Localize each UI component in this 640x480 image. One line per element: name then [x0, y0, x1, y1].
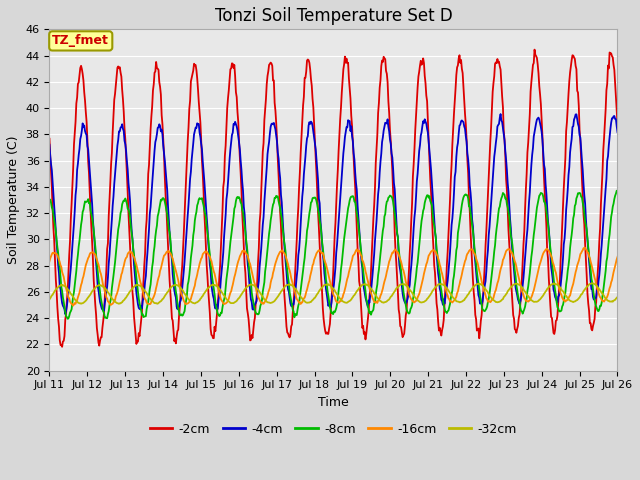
-16cm	[420, 271, 428, 276]
-8cm	[403, 309, 411, 314]
-16cm	[403, 285, 411, 290]
X-axis label: Time: Time	[318, 396, 349, 409]
-4cm	[420, 120, 428, 126]
-2cm	[173, 334, 180, 339]
-4cm	[203, 214, 211, 220]
Line: -16cm: -16cm	[49, 248, 618, 306]
-2cm	[58, 344, 66, 349]
-2cm	[420, 60, 428, 66]
-8cm	[115, 222, 123, 228]
Line: -2cm: -2cm	[49, 49, 618, 347]
-32cm	[115, 300, 122, 306]
Y-axis label: Soil Temperature (C): Soil Temperature (C)	[7, 136, 20, 264]
-4cm	[56, 283, 63, 289]
-2cm	[403, 292, 411, 298]
-4cm	[61, 311, 69, 317]
-8cm	[614, 189, 621, 194]
Line: -4cm: -4cm	[49, 114, 618, 314]
-8cm	[45, 196, 53, 202]
-8cm	[203, 224, 211, 230]
-16cm	[45, 258, 53, 264]
-32cm	[420, 299, 428, 305]
-4cm	[497, 111, 504, 117]
-8cm	[56, 264, 63, 270]
-2cm	[45, 136, 53, 142]
-4cm	[115, 129, 123, 134]
-8cm	[420, 205, 428, 211]
-4cm	[45, 142, 53, 148]
-2cm	[56, 337, 63, 343]
-32cm	[173, 282, 180, 288]
-2cm	[203, 263, 211, 268]
Line: -32cm: -32cm	[49, 283, 618, 304]
Line: -8cm: -8cm	[49, 191, 618, 319]
-4cm	[173, 304, 180, 310]
-32cm	[403, 284, 411, 289]
-2cm	[115, 65, 123, 71]
-32cm	[588, 280, 596, 286]
-16cm	[69, 303, 77, 309]
-32cm	[56, 283, 63, 289]
-2cm	[531, 47, 538, 52]
-8cm	[173, 293, 180, 299]
-32cm	[614, 294, 621, 300]
-16cm	[56, 259, 63, 265]
Title: Tonzi Soil Temperature Set D: Tonzi Soil Temperature Set D	[214, 7, 452, 25]
-32cm	[203, 287, 211, 293]
-16cm	[203, 249, 211, 254]
-16cm	[581, 245, 589, 251]
Text: TZ_fmet: TZ_fmet	[52, 35, 109, 48]
-16cm	[115, 283, 123, 288]
-8cm	[64, 316, 72, 322]
-16cm	[614, 254, 621, 260]
-2cm	[614, 121, 621, 127]
-8cm	[613, 188, 621, 193]
-4cm	[403, 297, 411, 302]
-4cm	[614, 129, 621, 135]
-16cm	[173, 271, 180, 277]
Legend: -2cm, -4cm, -8cm, -16cm, -32cm: -2cm, -4cm, -8cm, -16cm, -32cm	[145, 418, 522, 441]
-32cm	[115, 301, 123, 307]
-32cm	[45, 297, 53, 302]
